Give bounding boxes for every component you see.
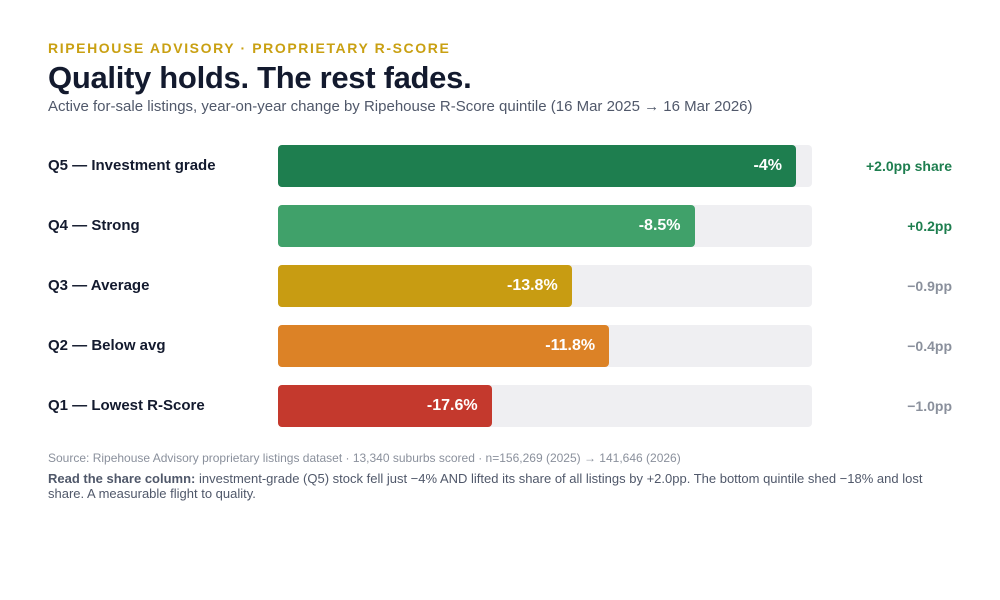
reading-note-text: investment-grade (Q5) stock fell just −4…: [48, 471, 923, 501]
bar-row: Q2 — Below avg -11.8% −0.4pp: [48, 325, 952, 367]
bar-value-label: -8.5%: [638, 217, 681, 234]
bar: -13.8%: [278, 265, 572, 307]
share-change-label: −1.0pp: [907, 398, 952, 414]
bar-track: -17.6%: [278, 385, 812, 427]
bar: -17.6%: [278, 385, 492, 427]
eyebrow-label: RIPEHOUSE ADVISORY · PROPRIETARY R-SCORE: [48, 40, 451, 56]
bar-value-label: -17.6%: [426, 397, 478, 414]
bar: -8.5%: [278, 205, 695, 247]
bar-row: Q5 — Investment grade -4% +2.0pp share: [48, 145, 952, 187]
bar-value-label: -11.8%: [545, 337, 596, 354]
bar-value-label: -4%: [753, 157, 782, 174]
bar-track: -4%: [278, 145, 812, 187]
bar-track: -13.8%: [278, 265, 812, 307]
bar-track: -11.8%: [278, 325, 812, 367]
category-label: Q3 — Average: [48, 277, 150, 294]
category-label: Q1 — Lowest R-Score: [48, 397, 205, 414]
reading-note-lead: Read the share column:: [48, 471, 196, 486]
bar-track: -8.5%: [278, 205, 812, 247]
chart-subtitle: Active for-sale listings, year-on-year c…: [48, 98, 753, 115]
share-change-label: −0.9pp: [907, 278, 952, 294]
source-note: Source: Ripehouse Advisory proprietary l…: [48, 451, 681, 465]
chart-title: Quality holds. The rest fades.: [48, 60, 472, 95]
bar-chart: Q5 — Investment grade -4% +2.0pp share Q4 —…: [48, 145, 952, 445]
share-change-label: +0.2pp: [907, 218, 952, 234]
bar: -11.8%: [278, 325, 610, 367]
bar: -4%: [278, 145, 796, 187]
category-label: Q2 — Below avg: [48, 337, 166, 354]
bar-row: Q4 — Strong -8.5% +0.2pp: [48, 205, 952, 247]
reading-note: Read the share column: investment-grade …: [48, 471, 952, 501]
share-change-label: +2.0pp share: [866, 158, 952, 174]
category-label: Q5 — Investment grade: [48, 157, 216, 174]
share-change-label: −0.4pp: [907, 338, 952, 354]
bar-row: Q1 — Lowest R-Score -17.6% −1.0pp: [48, 385, 952, 427]
bar-row: Q3 — Average -13.8% −0.9pp: [48, 265, 952, 307]
bar-value-label: -13.8%: [506, 277, 558, 294]
category-label: Q4 — Strong: [48, 217, 140, 234]
